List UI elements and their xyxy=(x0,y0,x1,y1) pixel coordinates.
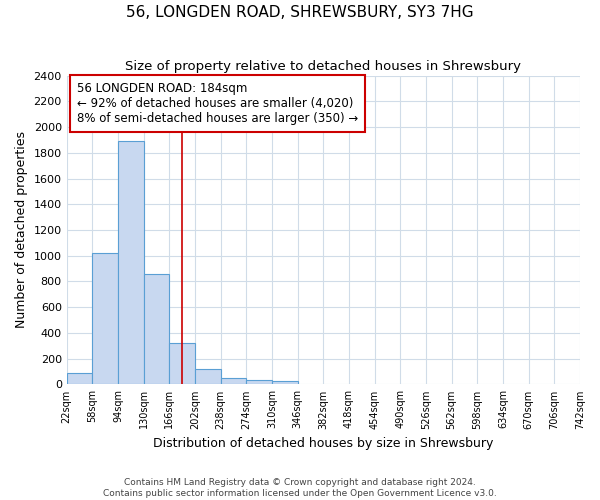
Bar xyxy=(92,253,118,384)
Title: Size of property relative to detached houses in Shrewsbury: Size of property relative to detached ho… xyxy=(125,60,521,73)
Bar xyxy=(221,378,247,384)
Bar xyxy=(118,141,143,384)
Text: 56, LONGDEN ROAD, SHREWSBURY, SY3 7HG: 56, LONGDEN ROAD, SHREWSBURY, SY3 7HG xyxy=(126,5,474,20)
Bar xyxy=(272,381,298,384)
Bar xyxy=(169,343,195,384)
Bar xyxy=(67,373,92,384)
Text: Contains HM Land Registry data © Crown copyright and database right 2024.
Contai: Contains HM Land Registry data © Crown c… xyxy=(103,478,497,498)
X-axis label: Distribution of detached houses by size in Shrewsbury: Distribution of detached houses by size … xyxy=(153,437,494,450)
Y-axis label: Number of detached properties: Number of detached properties xyxy=(15,132,28,328)
Text: 56 LONGDEN ROAD: 184sqm
← 92% of detached houses are smaller (4,020)
8% of semi-: 56 LONGDEN ROAD: 184sqm ← 92% of detache… xyxy=(77,82,358,124)
Bar xyxy=(247,380,272,384)
Bar xyxy=(195,369,221,384)
Bar xyxy=(143,274,169,384)
